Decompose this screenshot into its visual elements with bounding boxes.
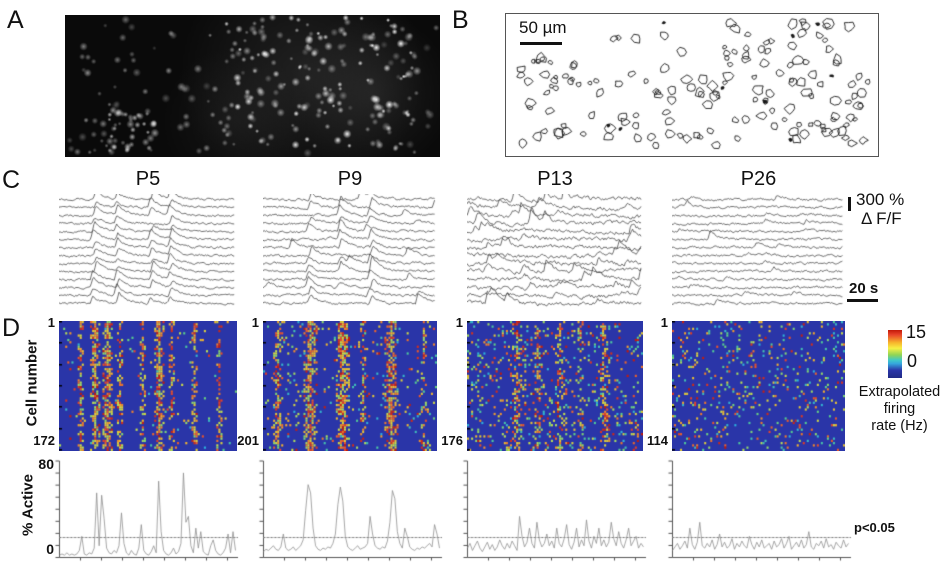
calcium-traces-p26: [672, 194, 845, 308]
firing-rate-raster-p9: [263, 321, 437, 451]
y-scale-bar: [848, 197, 851, 211]
scale-bar-label: 50 µm: [519, 18, 567, 37]
firing-rate-raster-p26: [672, 321, 845, 451]
colorbar-title-line1: Extrapolated: [858, 384, 941, 400]
panel-b-contour-box: 50 µm: [505, 13, 879, 157]
calcium-traces-p13: [467, 194, 643, 308]
raster-p5-cell-count: 172: [33, 433, 55, 448]
panel-d-label: D: [2, 314, 21, 342]
time-scale-bar: [847, 299, 878, 302]
raster-p13-first-cell: 1: [455, 315, 463, 330]
significance-label: p<0.05: [854, 520, 895, 535]
active-ymin-label: 0: [46, 541, 54, 557]
percent-active-plot-p9: [256, 458, 446, 564]
firing-rate-raster-p13: [467, 321, 643, 451]
colorbar-title-line2: firing: [883, 401, 916, 417]
raster-p9-cell-count: 201: [237, 433, 259, 448]
y-scale-unit: Δ F/F: [861, 209, 902, 228]
firing-rate-raster-p5: [59, 321, 237, 451]
percent-active-plot-p26: [665, 458, 855, 564]
age-label-p26: P26: [740, 168, 777, 190]
raster-p5-first-cell: 1: [47, 315, 55, 330]
raster-p26-first-cell: 1: [660, 315, 668, 330]
colorbar: [888, 330, 902, 378]
raster-p26-cell-count: 114: [647, 433, 668, 448]
percent-active-axis-label: % Active: [19, 474, 37, 536]
age-label-p5: P5: [135, 168, 161, 190]
panel-a-fluorescence-image: [65, 15, 440, 157]
scale-bar: [520, 42, 562, 45]
age-label-p9: P9: [337, 168, 363, 190]
active-ymax-label: 80: [38, 456, 54, 472]
colorbar-title: Extrapolated firing rate (Hz): [848, 384, 951, 435]
calcium-traces-p9: [263, 194, 437, 308]
raster-p13-cell-count: 176: [441, 433, 463, 448]
raster-p9-first-cell: 1: [251, 315, 259, 330]
calcium-traces-p5: [59, 194, 237, 308]
percent-active-plot-p13: [460, 458, 650, 564]
time-scale-label: 20 s: [849, 280, 879, 297]
y-scale-value: 300 %: [856, 190, 905, 209]
colorbar-max-label: 15: [906, 322, 927, 342]
percent-active-plot-p5: [52, 458, 242, 564]
cell-number-axis-label: Cell number: [23, 339, 41, 427]
panel-c-label: C: [2, 166, 21, 194]
panel-b-label: B: [452, 6, 469, 34]
colorbar-title-line3: rate (Hz): [871, 418, 928, 434]
panel-b-cell-outline-map: [506, 14, 877, 155]
panel-a-label: A: [7, 6, 24, 34]
colorbar-min-label: 0: [907, 351, 918, 371]
age-label-p13: P13: [537, 168, 573, 190]
